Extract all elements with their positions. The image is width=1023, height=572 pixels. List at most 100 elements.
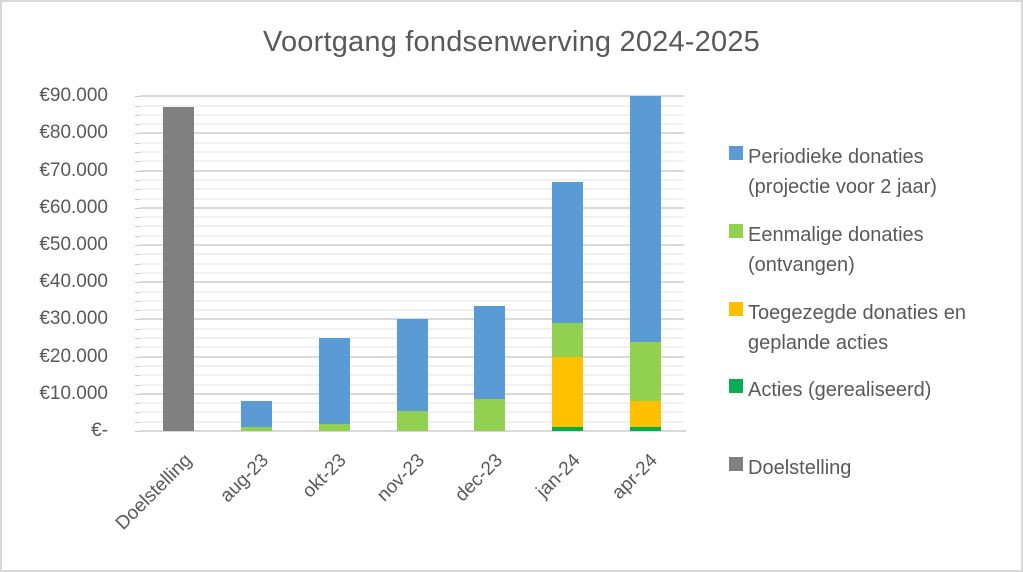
y-axis-tick-label: €- — [91, 420, 108, 441]
minor-gridline — [140, 160, 684, 163]
y-axis-tick — [135, 375, 140, 377]
y-axis-tick — [135, 272, 140, 274]
bar-segment — [163, 107, 195, 431]
y-axis-tick — [135, 198, 140, 200]
minor-gridline — [140, 113, 684, 116]
y-axis-tick — [135, 142, 140, 144]
bar-segment — [396, 319, 428, 411]
minor-gridline — [140, 188, 684, 191]
minor-gridline — [140, 141, 684, 144]
y-axis-tick-label: €20.000 — [39, 345, 108, 367]
bar-segment — [629, 96, 661, 342]
minor-gridline — [140, 225, 684, 228]
bar-segment — [318, 423, 350, 431]
bar-segment — [241, 401, 273, 428]
major-gridline — [140, 95, 684, 98]
y-axis-tick — [135, 217, 140, 219]
minor-gridline — [140, 197, 684, 200]
major-gridline — [140, 169, 684, 172]
y-axis-tick — [135, 207, 140, 209]
y-axis-tick — [135, 96, 140, 98]
x-axis-label: dec-23 — [450, 450, 507, 506]
bar-segment — [474, 306, 506, 400]
bar-segment — [474, 399, 506, 431]
x-axis-label: aug-23 — [216, 450, 274, 507]
major-gridline — [140, 244, 684, 246]
minor-gridline — [140, 290, 684, 293]
legend-swatch — [729, 146, 743, 160]
legend-label: Doelstelling — [748, 453, 851, 483]
y-axis-tick — [135, 365, 140, 367]
x-axis-label: okt-23 — [298, 450, 352, 503]
bar-segment — [551, 427, 583, 431]
bar-segment — [241, 427, 273, 431]
minor-gridline — [140, 271, 684, 274]
y-axis-tick — [135, 179, 140, 181]
legend-swatch — [729, 379, 743, 393]
y-axis-tick — [135, 161, 140, 163]
bar-segment — [318, 338, 350, 424]
y-axis-tick — [135, 356, 140, 358]
legend-label-line: (ontvangen) — [748, 254, 855, 276]
y-axis-tick-label: €90.000 — [39, 85, 108, 107]
x-axis-label: Doelstelling — [111, 450, 196, 535]
bar-segment — [551, 181, 583, 324]
y-axis-tick — [135, 124, 140, 126]
bar-segment — [629, 401, 661, 428]
x-axis-label: jan-24 — [532, 450, 585, 503]
legend-label: Acties (gerealiseerd) — [748, 375, 931, 405]
x-axis-label: nov-23 — [372, 450, 429, 506]
y-axis-tick — [135, 310, 140, 312]
bar-segment — [629, 427, 661, 431]
minor-gridline — [140, 253, 684, 256]
legend-label-line: Periodieke donaties — [748, 146, 924, 168]
minor-gridline — [140, 151, 684, 153]
y-axis-tick-label: €80.000 — [39, 122, 108, 144]
y-axis-tick — [135, 282, 140, 284]
legend-swatch — [729, 224, 743, 238]
y-axis-tick — [135, 300, 140, 302]
y-axis-tick-label: €60.000 — [39, 196, 108, 218]
y-axis-tick — [135, 263, 140, 265]
minor-gridline — [140, 178, 684, 181]
minor-gridline — [140, 234, 684, 237]
y-axis-tick — [135, 114, 140, 116]
legend-label-line: Toegezegde donaties en — [748, 302, 966, 324]
y-axis-tick — [135, 254, 140, 256]
minor-gridline — [140, 262, 684, 265]
y-axis-tick — [135, 412, 140, 414]
y-axis-tick — [135, 133, 140, 135]
minor-gridline — [140, 299, 684, 302]
y-axis-tick — [135, 105, 140, 107]
legend-label: Periodieke donaties (projectie voor 2 jaa… — [748, 142, 937, 202]
y-axis-tick — [135, 170, 140, 172]
minor-gridline — [140, 309, 684, 312]
y-axis-tick — [135, 431, 140, 432]
y-axis-tick — [135, 421, 140, 423]
y-axis-tick-label: €40.000 — [39, 271, 108, 293]
y-axis-tick — [135, 235, 140, 237]
minor-gridline — [140, 123, 684, 126]
bar-segment — [551, 356, 583, 428]
bar-segment — [551, 323, 583, 357]
major-gridline — [140, 132, 684, 135]
y-axis-tick — [135, 384, 140, 386]
legend-label-line: Acties (gerealiseerd) — [748, 379, 932, 401]
y-axis-tick-label: €70.000 — [39, 159, 108, 181]
y-axis-tick — [135, 152, 140, 153]
bar-segment — [396, 410, 428, 431]
legend-label-line: Doelstelling — [748, 457, 852, 479]
x-axis-label: apr-24 — [608, 450, 663, 504]
y-axis-tick — [135, 245, 140, 246]
y-axis-tick — [135, 347, 140, 349]
y-axis-tick-label: €50.000 — [39, 234, 108, 255]
minor-gridline — [140, 104, 684, 107]
chart-title: Voortgang fondsenwerving 2024-2025 — [263, 26, 760, 58]
y-axis-tick-label: €30.000 — [39, 308, 108, 330]
x-axis-line — [140, 430, 686, 432]
legend-label: Eenmalige donaties (ontvangen) — [748, 220, 924, 280]
y-axis-tick — [135, 189, 140, 191]
bar-segment — [629, 341, 661, 402]
y-axis-tick — [135, 226, 140, 228]
